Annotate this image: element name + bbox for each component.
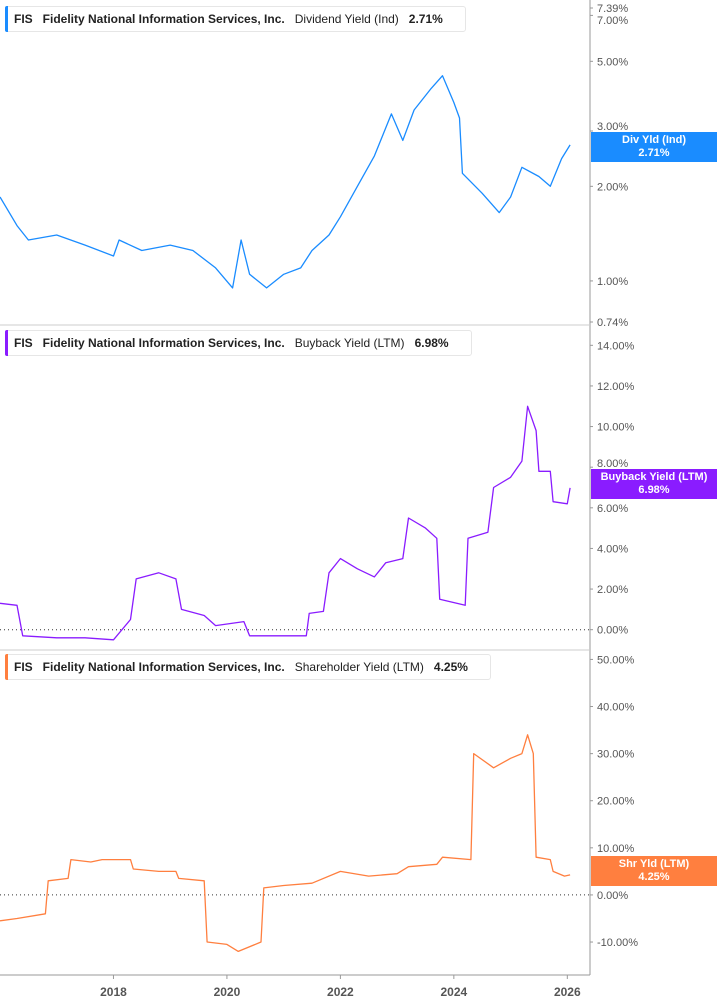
legend-metric: Shareholder Yield (LTM) [294,660,424,674]
legend-dividend-yield: FIS Fidelity National Information Servic… [5,6,466,32]
y-tick-label: 12.00% [597,381,635,393]
x-tick-label: 2026 [554,985,581,999]
legend-buyback-yield: FIS Fidelity National Information Servic… [5,330,472,356]
series-line-2 [0,734,571,953]
legend-ticker: FIS [14,12,33,26]
y-tick-label: 20.00% [597,796,635,808]
legend-ticker: FIS [14,336,33,350]
y-tick-label: 30.00% [597,749,635,761]
tag-label: Buyback Yield (LTM) [600,471,708,483]
y-tick-label: 4.00% [597,543,628,555]
legend-metric: Buyback Yield (LTM) [294,336,405,350]
y-tick-label: 10.00% [597,843,635,855]
y-tick-label: 6.00% [597,503,628,515]
legend-value: 6.98% [414,336,449,350]
legend-color-bar [5,6,8,32]
tag-value: 6.98% [638,484,670,496]
tag-label: Div Yld (Ind) [622,134,686,146]
x-tick-label: 2022 [327,985,354,999]
y-tick-label: 0.00% [597,625,628,637]
legend-company: Fidelity National Information Services, … [42,336,285,350]
y-tick-label: 2.00% [597,181,628,193]
value-tag-dividend-yield: Div Yld (Ind) 2.71% [591,132,717,162]
x-tick-label: 2018 [100,985,127,999]
series-line-1 [0,405,571,641]
legend-shareholder-yield: FIS Fidelity National Information Servic… [5,654,491,680]
legend-company: Fidelity National Information Services, … [42,660,285,674]
legend-company: Fidelity National Information Services, … [42,12,285,26]
legend-metric: Dividend Yield (Ind) [294,12,399,26]
y-tick-label: 40.00% [597,702,635,714]
y-tick-label: 0.74% [597,317,628,329]
legend-color-bar [5,654,8,680]
series-line-0 [0,75,571,289]
y-tick-label: 50.00% [597,654,635,666]
legend-value: 2.71% [408,12,443,26]
legend-ticker: FIS [14,660,33,674]
y-tick-label: 14.00% [597,340,635,352]
y-tick-label: 5.00% [597,56,628,68]
y-tick-label: 1.00% [597,276,628,288]
value-tag-buyback-yield: Buyback Yield (LTM) 6.98% [591,469,717,499]
tag-label: Shr Yld (LTM) [618,858,690,870]
legend-color-bar [5,330,8,356]
y-tick-label: 2.00% [597,584,628,596]
tag-value: 4.25% [638,871,670,883]
y-tick-label: 8.00% [597,458,628,470]
legend-value: 4.25% [433,660,468,674]
tag-value: 2.71% [638,147,670,159]
y-tick-label: -10.00% [597,937,638,949]
y-tick-label: 10.00% [597,422,635,434]
x-tick-label: 2024 [440,985,467,999]
y-tick-label: 7.39% [597,3,628,15]
y-tick-label: 0.00% [597,890,628,902]
y-tick-label: 7.00% [597,15,628,27]
y-tick-label: 3.00% [597,121,628,133]
value-tag-shareholder-yield: Shr Yld (LTM) 4.25% [591,856,717,886]
x-tick-label: 2020 [214,985,241,999]
